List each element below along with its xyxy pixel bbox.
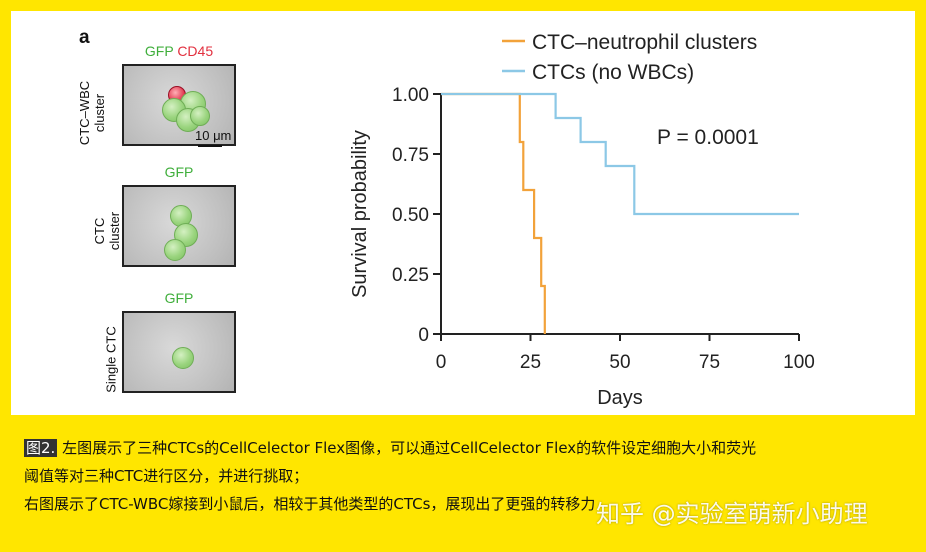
- image-single-ctc: [122, 311, 236, 393]
- x-axis-label: Days: [597, 387, 643, 409]
- ctc-cell: [190, 106, 210, 126]
- ctc-cell: [172, 347, 194, 369]
- figure-tag: 图2.: [24, 439, 58, 457]
- image-2-gfp-label: GFP: [164, 164, 194, 180]
- series-line-1: [441, 92, 546, 334]
- y-tick-label: 1.00: [392, 85, 429, 106]
- panel-letter: a: [79, 27, 90, 48]
- x-tick-label: 25: [520, 352, 541, 373]
- x-tick-label: 100: [783, 352, 815, 373]
- scale-bar-label: 10 μm: [195, 128, 232, 143]
- image-1-cd45-label: CD45: [177, 43, 214, 59]
- scale-bar: [198, 145, 222, 147]
- image-3-title: GFP: [122, 290, 236, 306]
- ctc-cell: [164, 239, 186, 261]
- survival-chart: 0 0.25 0.50 0.75 1.00 0 25 50 75 100 Days Survival …: [349, 31, 815, 409]
- image-1-gfp-label: GFP: [144, 43, 174, 59]
- y-tick-label: 0.25: [392, 265, 429, 286]
- watermark: 知乎 @实验室萌新小助理: [596, 500, 868, 528]
- caption-line-2: 阈值等对三种CTC进行区分，并进行挑取；: [24, 467, 309, 485]
- x-tick-label: 75: [699, 352, 720, 373]
- y-tick-label: 0.75: [392, 145, 429, 166]
- image-3-gfp-label: GFP: [164, 290, 194, 306]
- image-ctc-cluster: [122, 185, 236, 267]
- image-2-title: GFP: [122, 164, 236, 180]
- caption-line-1: 左图展示了三种CTCs的CellCelector Flex图像，可以通过Cell…: [62, 439, 757, 457]
- y-axis-label: Survival probability: [349, 130, 371, 298]
- y-tick-label: 0.50: [392, 205, 429, 226]
- image-ctc-wbc-cluster: [122, 64, 236, 146]
- caption: 图2. 左图展示了三种CTCs的CellCelector Flex图像，可以通过…: [24, 434, 914, 518]
- series-line-2: [441, 92, 799, 216]
- legend-label-2: CTCs (no WBCs): [532, 61, 694, 84]
- y-tick-label: 0: [418, 325, 429, 346]
- image-1-title: GFP CD45: [122, 43, 236, 59]
- legend-label-1: CTC–neutrophil clusters: [532, 31, 757, 54]
- x-tick-label: 0: [436, 352, 447, 373]
- x-tick-label: 50: [609, 352, 630, 373]
- caption-line-3: 右图展示了CTC-WBC嫁接到小鼠后，相较于其他类型的CTCs，展现出了更强的转…: [24, 495, 596, 513]
- p-value-annotation: P = 0.0001: [657, 126, 759, 149]
